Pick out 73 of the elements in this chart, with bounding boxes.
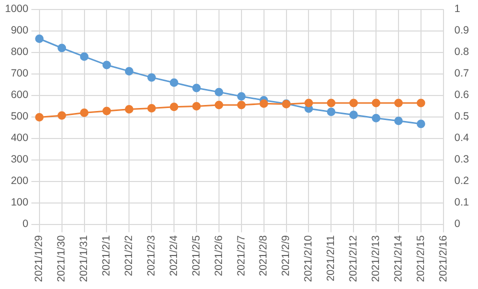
y2-tick-label: 0.5 <box>454 110 470 123</box>
y-tick-label: 800 <box>10 46 29 58</box>
point <box>147 104 156 112</box>
point <box>416 120 426 128</box>
point <box>58 44 66 52</box>
x-tick-label: 2021/2/2 <box>123 235 136 276</box>
x-tick-label: 2021/1/29 <box>33 235 46 282</box>
x-tick-label: 2021/2/10 <box>302 235 315 282</box>
point <box>58 111 66 120</box>
x-tick-label: 2021/2/16 <box>437 235 450 282</box>
point <box>124 66 134 76</box>
point <box>237 100 246 110</box>
point <box>35 34 44 44</box>
x-tick-label: 2021/2/5 <box>190 235 202 276</box>
y2-tick-label: 0.1 <box>454 196 470 209</box>
x-tick-label: 2021/2/14 <box>392 235 404 282</box>
x-tick-label: 2021/2/7 <box>235 235 248 276</box>
point <box>170 102 178 112</box>
point <box>326 108 336 116</box>
x-tick-label: 2021/1/30 <box>56 235 68 282</box>
y2-tick-label: 0.4 <box>454 132 470 144</box>
y-tick-label: 100 <box>10 196 29 209</box>
x-tick-label: 2021/2/11 <box>325 235 338 282</box>
point <box>124 105 134 114</box>
point <box>394 98 403 108</box>
point <box>394 116 403 126</box>
point <box>80 108 89 117</box>
point <box>372 114 380 122</box>
x-tick-label: 2021/1/31 <box>78 235 90 282</box>
y-tick-label: 900 <box>10 24 29 37</box>
point <box>304 98 313 108</box>
x-tick-label: 2021/2/13 <box>370 235 382 282</box>
y2-tick-label: 0.8 <box>454 46 470 58</box>
point <box>214 100 224 110</box>
point <box>349 98 358 108</box>
x-tick-label: 2021/2/12 <box>348 235 360 282</box>
point <box>147 73 156 82</box>
y2-tick-label: 0.3 <box>454 154 470 166</box>
point <box>326 98 336 108</box>
y2-tick-label: 0.7 <box>454 68 470 80</box>
point <box>192 102 201 111</box>
point <box>237 92 246 101</box>
y-tick-label: 0 <box>22 218 29 230</box>
x-tick-label: 2021/2/8 <box>258 235 270 276</box>
point <box>80 52 89 61</box>
y2-tick-label: 1 <box>454 3 460 16</box>
y-tick-label: 500 <box>10 110 29 123</box>
point <box>102 106 111 116</box>
point <box>349 110 358 120</box>
y-tick-label: 400 <box>10 132 29 144</box>
y-tick-label: 700 <box>10 68 29 80</box>
y-tick-label: 600 <box>10 89 29 102</box>
point <box>35 112 44 122</box>
point <box>214 88 224 96</box>
point <box>192 84 201 92</box>
y2-tick-label: 0.2 <box>454 175 470 188</box>
y-tick-label: 200 <box>10 175 29 188</box>
y-tick-label: 1000 <box>5 3 29 16</box>
x-tick-label: 2021/2/3 <box>145 235 158 276</box>
x-tick-label: 2021/2/15 <box>414 235 427 282</box>
x-tick-label: 2021/2/9 <box>280 235 292 276</box>
y2-tick-label: 0.9 <box>454 24 470 37</box>
point <box>102 60 111 70</box>
y2-tick-label: 0.6 <box>454 89 470 102</box>
point <box>260 99 268 108</box>
y-tick-label: 300 <box>10 154 29 166</box>
x-tick-label: 2021/2/6 <box>212 235 225 276</box>
point <box>170 78 178 87</box>
point <box>372 98 380 108</box>
point <box>416 98 426 108</box>
x-tick-label: 2021/2/1 <box>100 235 113 276</box>
x-tick-label: 2021/2/4 <box>168 235 180 276</box>
y2-tick-label: 0 <box>454 218 460 230</box>
